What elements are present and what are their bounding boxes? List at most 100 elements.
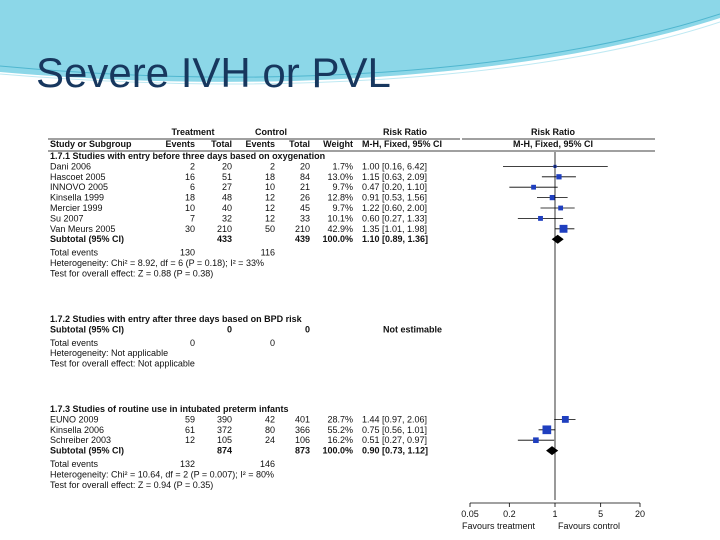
study-weight: 10.1% [327, 213, 353, 223]
study-name: Kinsella 2006 [50, 425, 104, 435]
study-treatment-total: 372 [217, 425, 232, 435]
study-ci: 0.51 [0.27, 0.97] [362, 435, 427, 445]
subtotal-weight: 100.0% [322, 234, 353, 244]
subtotal-control-total: 0 [305, 324, 310, 334]
study-name: Van Meurs 2005 [50, 224, 115, 234]
header-total-control: Total [289, 139, 310, 149]
study-weight: 9.7% [332, 182, 353, 192]
subtotal-diamond [546, 446, 559, 456]
study-point-estimate [556, 174, 562, 180]
study-treatment-total: 32 [222, 213, 232, 223]
header-banner [0, 0, 720, 85]
total-events-control: 0 [270, 338, 275, 348]
favours-treatment-label: Favours treatment [462, 521, 536, 531]
study-control-total: 84 [300, 172, 310, 182]
study-treatment-events: 30 [185, 224, 195, 234]
total-events-label: Total events [50, 248, 99, 258]
study-name: Hascoet 2005 [50, 172, 106, 182]
study-treatment-total: 210 [217, 224, 232, 234]
study-control-events: 10 [265, 182, 275, 192]
header-study: Study or Subgroup [50, 139, 132, 149]
header-total-treatment: Total [211, 139, 232, 149]
study-point-estimate [531, 184, 536, 190]
study-control-events: 24 [265, 435, 275, 445]
study-treatment-total: 390 [217, 414, 232, 424]
study-treatment-total: 40 [222, 203, 232, 213]
subtotal-label: Subtotal (95% CI) [50, 234, 124, 244]
header-rr-method: M-H, Fixed, 95% CI [362, 139, 442, 149]
study-ci: 1.22 [0.60, 2.00] [362, 203, 427, 213]
total-events-treatment: 0 [190, 338, 195, 348]
heterogeneity-text: Heterogeneity: Chi² = 8.92, df = 6 (P = … [50, 258, 264, 268]
study-weight: 16.2% [327, 435, 353, 445]
header-control: Control [255, 127, 287, 137]
group-heading-3: 1.7.3 Studies of routine use in intubate… [50, 404, 289, 414]
study-control-total: 26 [300, 193, 310, 203]
study-control-events: 80 [265, 425, 275, 435]
study-ci: 1.35 [1.01, 1.98] [362, 224, 427, 234]
x-tick-label: 0.2 [503, 509, 516, 519]
study-point-estimate [533, 437, 539, 444]
total-events-control: 116 [261, 248, 275, 258]
study-weight: 13.0% [327, 172, 353, 182]
total-events-treatment: 130 [180, 248, 195, 258]
study-point-estimate [559, 224, 568, 233]
study-ci: 1.44 [0.97, 2.06] [362, 414, 427, 424]
subtotal-control-total: 873 [295, 446, 310, 456]
study-treatment-events: 59 [185, 414, 195, 424]
subtotal-control-total: 439 [295, 234, 310, 244]
x-tick-label: 1 [552, 509, 557, 519]
study-control-total: 210 [295, 224, 310, 234]
study-control-total: 33 [300, 213, 310, 223]
study-name: Su 2007 [50, 213, 84, 223]
study-point-estimate [558, 205, 564, 211]
study-point-estimate [542, 425, 552, 435]
study-control-events: 42 [265, 414, 275, 424]
study-control-events: 2 [270, 161, 275, 171]
subtotal-ci: 0.90 [0.73, 1.12] [362, 446, 428, 456]
group-heading-1: 1.7.1 Studies with entry before three da… [50, 151, 325, 161]
study-treatment-events: 12 [185, 435, 195, 445]
study-treatment-events: 7 [190, 213, 195, 223]
total-events-control: 146 [260, 459, 275, 469]
study-name: Schreiber 2003 [50, 435, 111, 445]
group-heading-2: 1.7.2 Studies with entry after three day… [50, 314, 303, 324]
header-events-control: Events [245, 139, 275, 149]
x-tick-label: 20 [635, 509, 645, 519]
heterogeneity-text: Heterogeneity: Not applicable [50, 348, 168, 358]
study-ci: 0.75 [0.56, 1.01] [362, 425, 427, 435]
study-name: INNOVO 2005 [50, 182, 108, 192]
study-treatment-total: 48 [222, 193, 232, 203]
header-plot-method: M-H, Fixed, 95% CI [513, 139, 593, 149]
study-treatment-events: 18 [185, 193, 195, 203]
total-events-treatment: 132 [180, 459, 195, 469]
total-events-label: Total events [50, 459, 99, 469]
study-weight: 12.8% [327, 193, 353, 203]
study-weight: 55.2% [327, 425, 353, 435]
subtotal-diamond [551, 234, 564, 244]
study-ci: 1.15 [0.63, 2.09] [362, 172, 427, 182]
heterogeneity-text: Heterogeneity: Chi² = 10.64, df = 2 (P =… [50, 469, 274, 479]
study-treatment-total: 51 [222, 172, 232, 182]
study-control-total: 106 [295, 435, 310, 445]
study-treatment-total: 105 [217, 435, 232, 445]
study-treatment-total: 27 [222, 182, 232, 192]
study-control-total: 401 [295, 414, 310, 424]
study-ci: 0.60 [0.27, 1.33] [362, 213, 427, 223]
favours-control-label: Favours control [558, 521, 620, 531]
study-control-events: 12 [265, 203, 275, 213]
study-point-estimate [561, 415, 569, 423]
total-events-label: Total events [50, 338, 99, 348]
header-treatment: Treatment [171, 127, 214, 137]
subtotal-weight: 100.0% [322, 446, 353, 456]
study-ci: 1.00 [0.16, 6.42] [362, 161, 427, 171]
study-name: Dani 2006 [50, 161, 91, 171]
study-treatment-events: 10 [185, 203, 195, 213]
study-weight: 28.7% [327, 414, 353, 424]
study-control-events: 18 [265, 172, 275, 182]
study-name: Kinsella 1999 [50, 193, 104, 203]
study-point-estimate [549, 194, 555, 201]
study-control-total: 366 [295, 425, 310, 435]
study-treatment-events: 61 [185, 425, 195, 435]
